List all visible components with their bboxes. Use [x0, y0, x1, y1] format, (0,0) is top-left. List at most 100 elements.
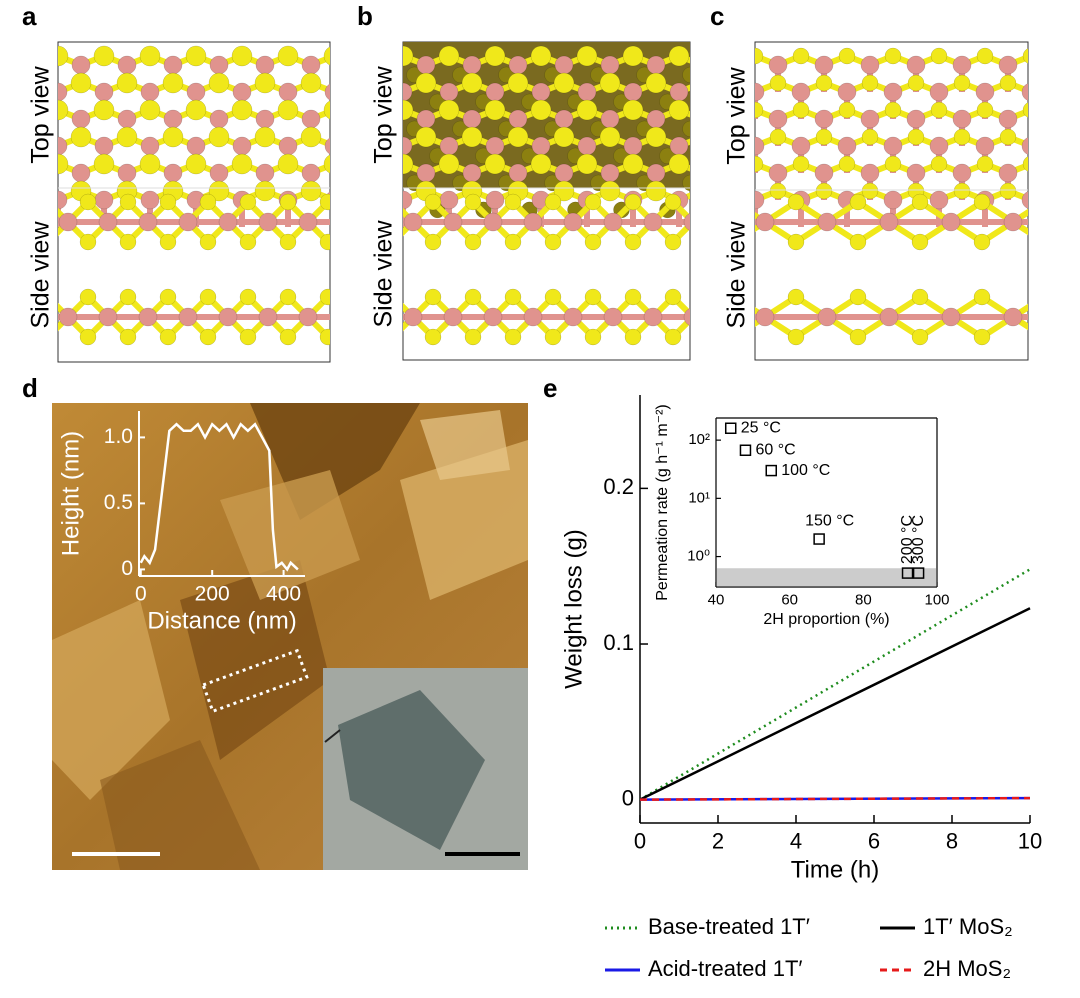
atom: [323, 154, 330, 174]
atom: [861, 182, 879, 200]
atom: [553, 72, 575, 94]
atom: [178, 307, 198, 327]
atom: [239, 328, 257, 346]
atom: [208, 126, 230, 148]
bond: [58, 164, 60, 168]
atom: [300, 126, 322, 148]
atom: [443, 212, 463, 232]
bond: [1031, 110, 1054, 119]
atom: [683, 308, 690, 326]
atom: [906, 163, 926, 183]
x-tick-label: 0: [135, 582, 147, 605]
atom: [323, 100, 330, 120]
bond: [1054, 191, 1077, 200]
atom: [682, 66, 690, 84]
atom: [884, 155, 902, 173]
atom: [185, 153, 207, 175]
atom: [424, 233, 442, 251]
atom: [140, 190, 160, 210]
atom: [668, 45, 690, 67]
atom: [1046, 75, 1062, 91]
atom: [998, 109, 1018, 129]
atom: [838, 47, 856, 65]
atom: [682, 120, 690, 138]
atom: [324, 137, 330, 155]
atom: [507, 126, 529, 148]
atom: [643, 212, 663, 232]
atom: [584, 193, 602, 211]
atom: [692, 73, 712, 93]
atom: [485, 136, 505, 156]
atom: [623, 82, 643, 102]
point-label: 300 °C: [910, 515, 927, 564]
atom: [706, 202, 722, 218]
bond: [1031, 164, 1054, 173]
atom: [563, 212, 583, 232]
atom: [792, 101, 810, 119]
atom: [117, 109, 137, 129]
atom: [701, 48, 717, 64]
x-tick-label: 80: [855, 591, 872, 608]
atom: [339, 213, 357, 231]
atom: [664, 328, 682, 346]
y-tick-label: 0.2: [603, 474, 634, 499]
atom: [975, 82, 995, 102]
atom: [739, 164, 757, 182]
y-axis-label: Permeation rate (g h⁻¹ m⁻²): [654, 404, 671, 601]
atom: [301, 55, 321, 75]
atom: [277, 99, 299, 121]
bond: [348, 202, 368, 222]
atom: [403, 99, 414, 121]
atom: [116, 126, 138, 148]
atom: [163, 109, 183, 129]
atom: [403, 136, 413, 156]
atom: [622, 153, 644, 175]
atom: [911, 328, 929, 346]
atom: [929, 82, 949, 102]
bond: [725, 56, 748, 65]
atom: [577, 136, 597, 156]
atom: [403, 45, 414, 67]
atom: [952, 163, 972, 183]
atom: [348, 164, 366, 182]
panel-label: e: [543, 373, 557, 403]
atom: [1045, 110, 1063, 128]
bond: [1075, 222, 1080, 242]
atom: [953, 182, 971, 200]
atom: [838, 155, 856, 173]
atom: [705, 329, 721, 345]
atom: [208, 180, 230, 202]
bond: [693, 222, 713, 242]
bond: [348, 317, 368, 337]
y-axis-label: Weight loss (g): [560, 529, 587, 689]
atom: [576, 153, 598, 175]
atom: [837, 82, 857, 102]
atom: [279, 328, 297, 346]
atom: [385, 329, 401, 345]
atom: [755, 101, 764, 119]
atom: [976, 47, 994, 65]
atom: [209, 55, 229, 75]
atom: [884, 47, 902, 65]
atom: [347, 73, 367, 93]
atom: [278, 136, 298, 156]
bond: [357, 164, 380, 173]
x-tick-label: 200: [195, 582, 230, 605]
atom: [424, 193, 442, 211]
atom: [941, 212, 961, 232]
atom: [119, 193, 137, 211]
atom: [817, 212, 837, 232]
bond: [703, 202, 734, 222]
y-axis-label: Height (nm): [57, 431, 84, 556]
bond: [702, 191, 725, 200]
atom: [403, 212, 423, 232]
atom: [624, 193, 642, 211]
atom: [277, 153, 299, 175]
atom: [879, 212, 899, 232]
atom: [755, 212, 775, 232]
bond: [755, 56, 757, 60]
point: [901, 567, 914, 579]
atom: [860, 109, 880, 129]
atom: [544, 193, 562, 211]
bond: [693, 317, 713, 337]
